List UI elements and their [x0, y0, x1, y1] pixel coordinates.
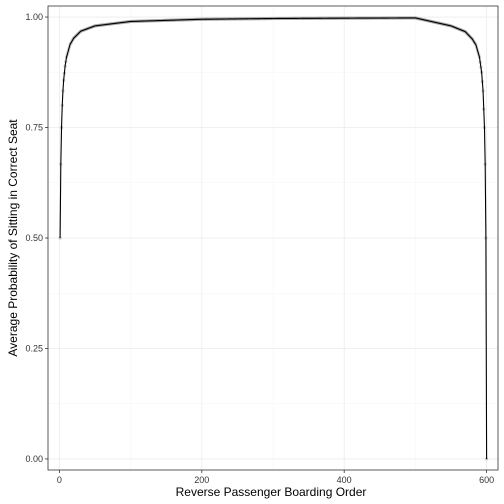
x-tick-label: 200 [194, 475, 209, 485]
y-axis-title: Average Probability of Sitting in Correc… [6, 119, 20, 357]
x-tick-label: 600 [479, 475, 494, 485]
y-tick-label: 0.25 [25, 343, 43, 353]
y-tick-label: 0.50 [25, 233, 43, 243]
y-tick-label: 0.00 [25, 454, 43, 464]
y-tick-label: 1.00 [25, 12, 43, 22]
y-tick-label: 0.75 [25, 123, 43, 133]
series-line [59, 17, 488, 459]
x-tick-label: 0 [57, 475, 62, 485]
y-axis-ticks: 0.00 0.25 0.50 0.75 1.00 [25, 12, 48, 464]
grid-major [48, 6, 498, 470]
x-tick-label: 400 [337, 475, 352, 485]
data-series [58, 16, 489, 461]
x-axis-title: Reverse Passenger Boarding Order [176, 485, 367, 499]
x-axis-ticks: 0 200 400 600 [57, 470, 494, 485]
